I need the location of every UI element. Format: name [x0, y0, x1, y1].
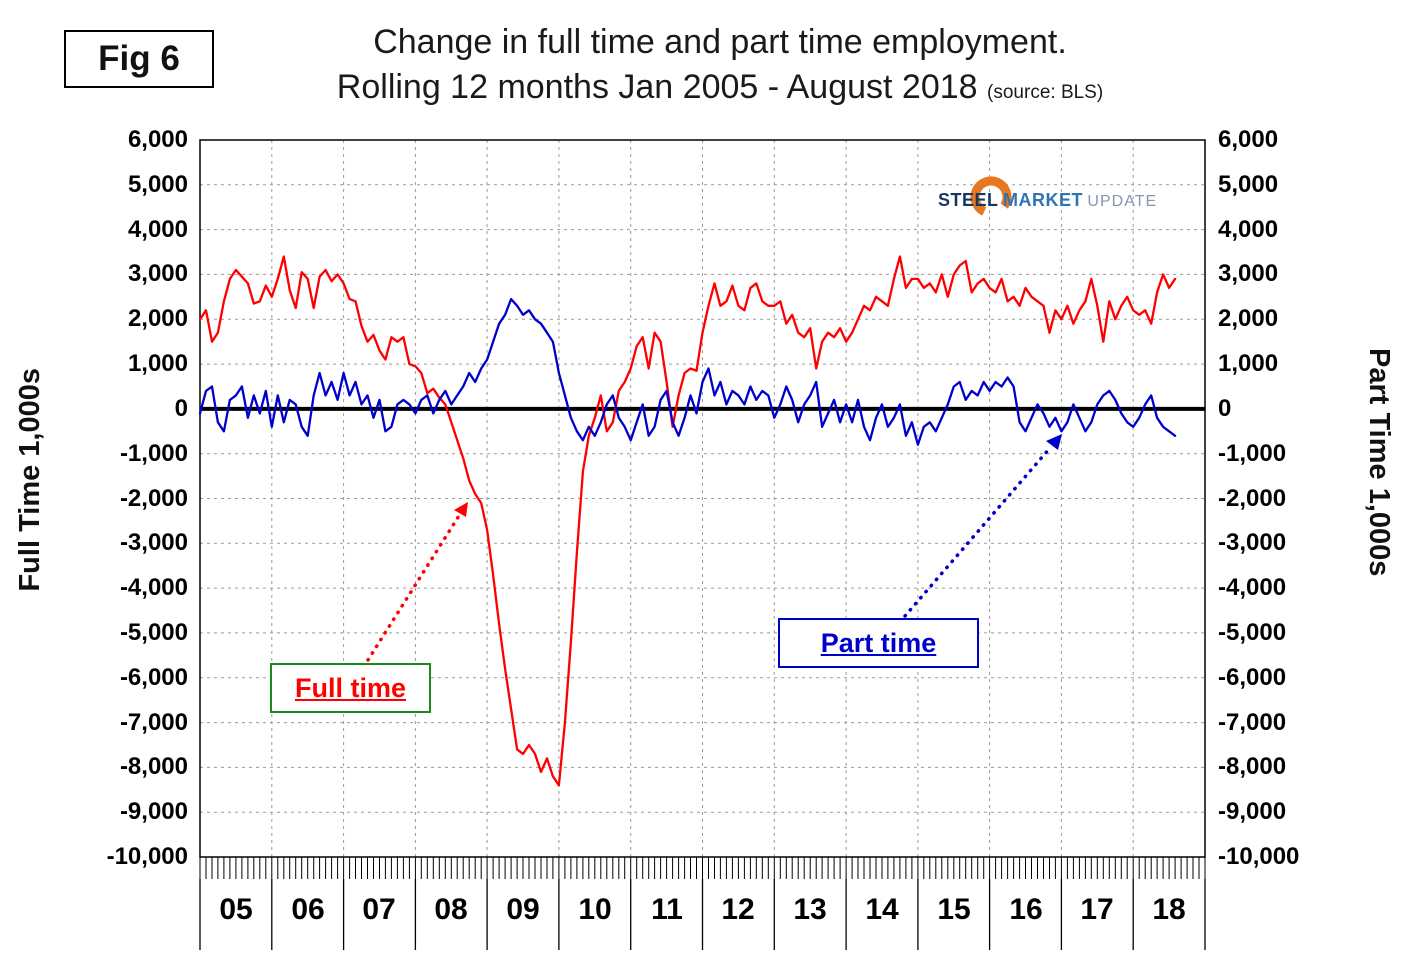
- y-tick-label-left: -2,000: [119, 485, 188, 512]
- y-tick-label-right: 3,000: [1218, 260, 1279, 287]
- part-time-arrowhead: [1046, 434, 1062, 450]
- full-time-line: [198, 255, 1177, 787]
- full-time-arrow: [366, 509, 464, 662]
- x-axis-year-label: 09: [506, 893, 540, 926]
- y-tick-label-right: 5,000: [1218, 171, 1279, 198]
- y-tick-label-right: -8,000: [1218, 753, 1287, 780]
- full-time-arrowhead: [454, 502, 468, 517]
- y-tick-label-left: 1,000: [127, 350, 188, 377]
- y-tick-label-right: 1,000: [1218, 350, 1279, 377]
- y-tick-label-right: 6,000: [1218, 126, 1279, 153]
- logo: STEEL MARKET UPDATE: [938, 176, 1158, 220]
- y-tick-label-left: 0: [174, 395, 188, 422]
- figure-label: Fig 6: [64, 30, 214, 88]
- y-tick-label-left: -5,000: [119, 619, 188, 646]
- y-tick-label-left: 6,000: [127, 126, 188, 153]
- y-tick-label-right: 2,000: [1218, 305, 1279, 332]
- full-time-legend-box: Full time: [270, 663, 431, 713]
- x-axis-year-label: 10: [578, 893, 612, 926]
- y-tick-label-left: 5,000: [127, 171, 188, 198]
- title-line-1: Change in full time and part time employ…: [373, 23, 1067, 61]
- part-time-legend-label: Part time: [820, 627, 937, 658]
- y-tick-label-left: -4,000: [119, 574, 188, 601]
- y-tick-label-left: -1,000: [119, 440, 188, 467]
- y-tick-label-right: -4,000: [1218, 574, 1287, 601]
- source-note: (source: BLS): [987, 82, 1104, 103]
- x-axis-year-label: 16: [1009, 893, 1043, 926]
- x-axis-year-label: 17: [1080, 893, 1114, 926]
- x-axis-year-label: 05: [219, 893, 253, 926]
- logo-coil-icon: [970, 176, 1012, 218]
- y-tick-label-right: 0: [1218, 395, 1232, 422]
- y-tick-label-right: -10,000: [1218, 843, 1300, 870]
- y-tick-label-right: -7,000: [1218, 709, 1287, 736]
- chart-title: Change in full time and part time employ…: [215, 20, 1225, 115]
- x-axis-year-label: 18: [1152, 893, 1186, 926]
- y-tick-label-right: -2,000: [1218, 485, 1287, 512]
- part-time-arrow: [903, 446, 1052, 618]
- y-tick-label-left: 2,000: [127, 305, 188, 332]
- title-line-2-text: Rolling 12 months Jan 2005 - August 2018: [336, 68, 978, 106]
- y-tick-label-right: -1,000: [1218, 440, 1287, 467]
- y-tick-label-right: -5,000: [1218, 619, 1287, 646]
- x-axis-year-label: 12: [721, 893, 755, 926]
- y-tick-label-left: -8,000: [119, 753, 188, 780]
- y-tick-label-left: -6,000: [119, 664, 188, 691]
- y-tick-label-left: 4,000: [127, 216, 188, 243]
- y-tick-label-right: -9,000: [1218, 798, 1287, 825]
- x-axis-year-label: 14: [865, 893, 899, 926]
- x-axis-year-label: 13: [793, 893, 827, 926]
- x-axis-year-label: 08: [434, 893, 468, 926]
- y-tick-label-left: 3,000: [127, 260, 188, 287]
- logo-text-update: UPDATE: [1087, 193, 1158, 210]
- x-axis-year-label: 15: [937, 893, 971, 926]
- full-time-legend-label: Full time: [294, 672, 406, 703]
- y-tick-label-right: 4,000: [1218, 216, 1279, 243]
- title-line-2: Rolling 12 months Jan 2005 - August 2018…: [215, 65, 1225, 115]
- y-tick-label-right: -6,000: [1218, 664, 1287, 691]
- y-tick-label-left: -7,000: [119, 709, 188, 736]
- y-tick-label-left: -9,000: [119, 798, 188, 825]
- x-axis-year-label: 06: [291, 893, 325, 926]
- part-time-legend-box: Part time: [778, 618, 979, 668]
- logo-text-market: MARKET: [1002, 190, 1083, 210]
- y-tick-label-left: -10,000: [106, 843, 188, 870]
- x-axis-year-label: 07: [362, 893, 396, 926]
- right-axis-title: Part Time 1,000s: [1363, 348, 1395, 577]
- y-tick-label-right: -3,000: [1218, 529, 1287, 556]
- x-axis-year-label: 11: [651, 893, 683, 926]
- part-time-line: [198, 297, 1177, 446]
- logo-text-steel: STEEL: [938, 190, 999, 210]
- y-tick-label-left: -3,000: [119, 529, 188, 556]
